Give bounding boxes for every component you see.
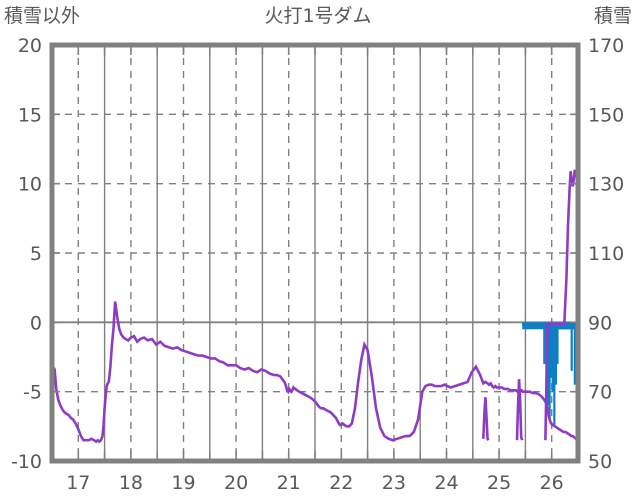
left-tick-label: -5 xyxy=(23,382,42,404)
x-tick-label: 19 xyxy=(171,472,195,494)
snow-bar xyxy=(550,322,553,378)
chart-title: 火打1号ダム xyxy=(264,5,371,27)
x-tick-label: 24 xyxy=(434,472,458,494)
left-tick-label: 5 xyxy=(30,243,42,265)
right-tick-label: 150 xyxy=(588,104,624,126)
right-axis-title: 積雪 xyxy=(594,5,632,27)
x-tick-label: 20 xyxy=(224,472,248,494)
left-axis-title: 積雪以外 xyxy=(4,5,80,27)
axis-tickmarks xyxy=(52,45,578,461)
line-segment-late-spike-a xyxy=(482,397,490,441)
x-tick-label: 25 xyxy=(487,472,511,494)
snow-bar-cap xyxy=(522,322,578,330)
right-tick-label: 170 xyxy=(588,35,624,57)
grid-layer xyxy=(52,45,578,461)
line-series-path xyxy=(51,301,578,444)
x-axis-ticklabels: 17 18 19 20 21 22 23 24 25 26 xyxy=(66,472,564,494)
x-tick-label: 23 xyxy=(382,472,406,494)
line-segment-final-rise xyxy=(544,169,580,441)
snow-bar xyxy=(548,322,551,420)
x-tick-label: 22 xyxy=(329,472,353,494)
line-segment-late-spike-b xyxy=(515,379,524,441)
non-snow-line-series xyxy=(51,169,580,444)
snow-bar xyxy=(570,322,573,371)
left-tick-label: 15 xyxy=(18,104,42,126)
left-axis-ticklabels: -10 -5 0 5 10 15 20 xyxy=(11,35,42,473)
vertical-gridlines xyxy=(77,45,553,461)
left-tick-label: 10 xyxy=(18,174,42,196)
left-tick-label: 0 xyxy=(30,312,42,334)
snow-bar xyxy=(553,322,556,427)
right-tick-label: 70 xyxy=(588,382,612,404)
x-tick-label: 17 xyxy=(66,472,90,494)
data-layer xyxy=(51,169,580,444)
snow-bar xyxy=(543,322,546,364)
right-tick-label: 110 xyxy=(588,243,624,265)
right-tick-label: 50 xyxy=(588,451,612,473)
x-tick-label: 26 xyxy=(540,472,564,494)
right-tick-label: 130 xyxy=(588,174,624,196)
left-tick-label: -10 xyxy=(11,451,42,473)
snow-bar xyxy=(551,322,554,392)
snow-bar xyxy=(573,322,576,385)
right-axis-ticklabels: 50 70 90 110 130 150 170 xyxy=(588,35,624,473)
left-tick-label: 20 xyxy=(18,35,42,57)
x-tick-label: 18 xyxy=(119,472,143,494)
snow-bar xyxy=(554,322,558,385)
x-tick-label: 21 xyxy=(277,472,301,494)
snow-bar xyxy=(556,322,559,364)
right-tick-label: 90 xyxy=(588,312,612,334)
